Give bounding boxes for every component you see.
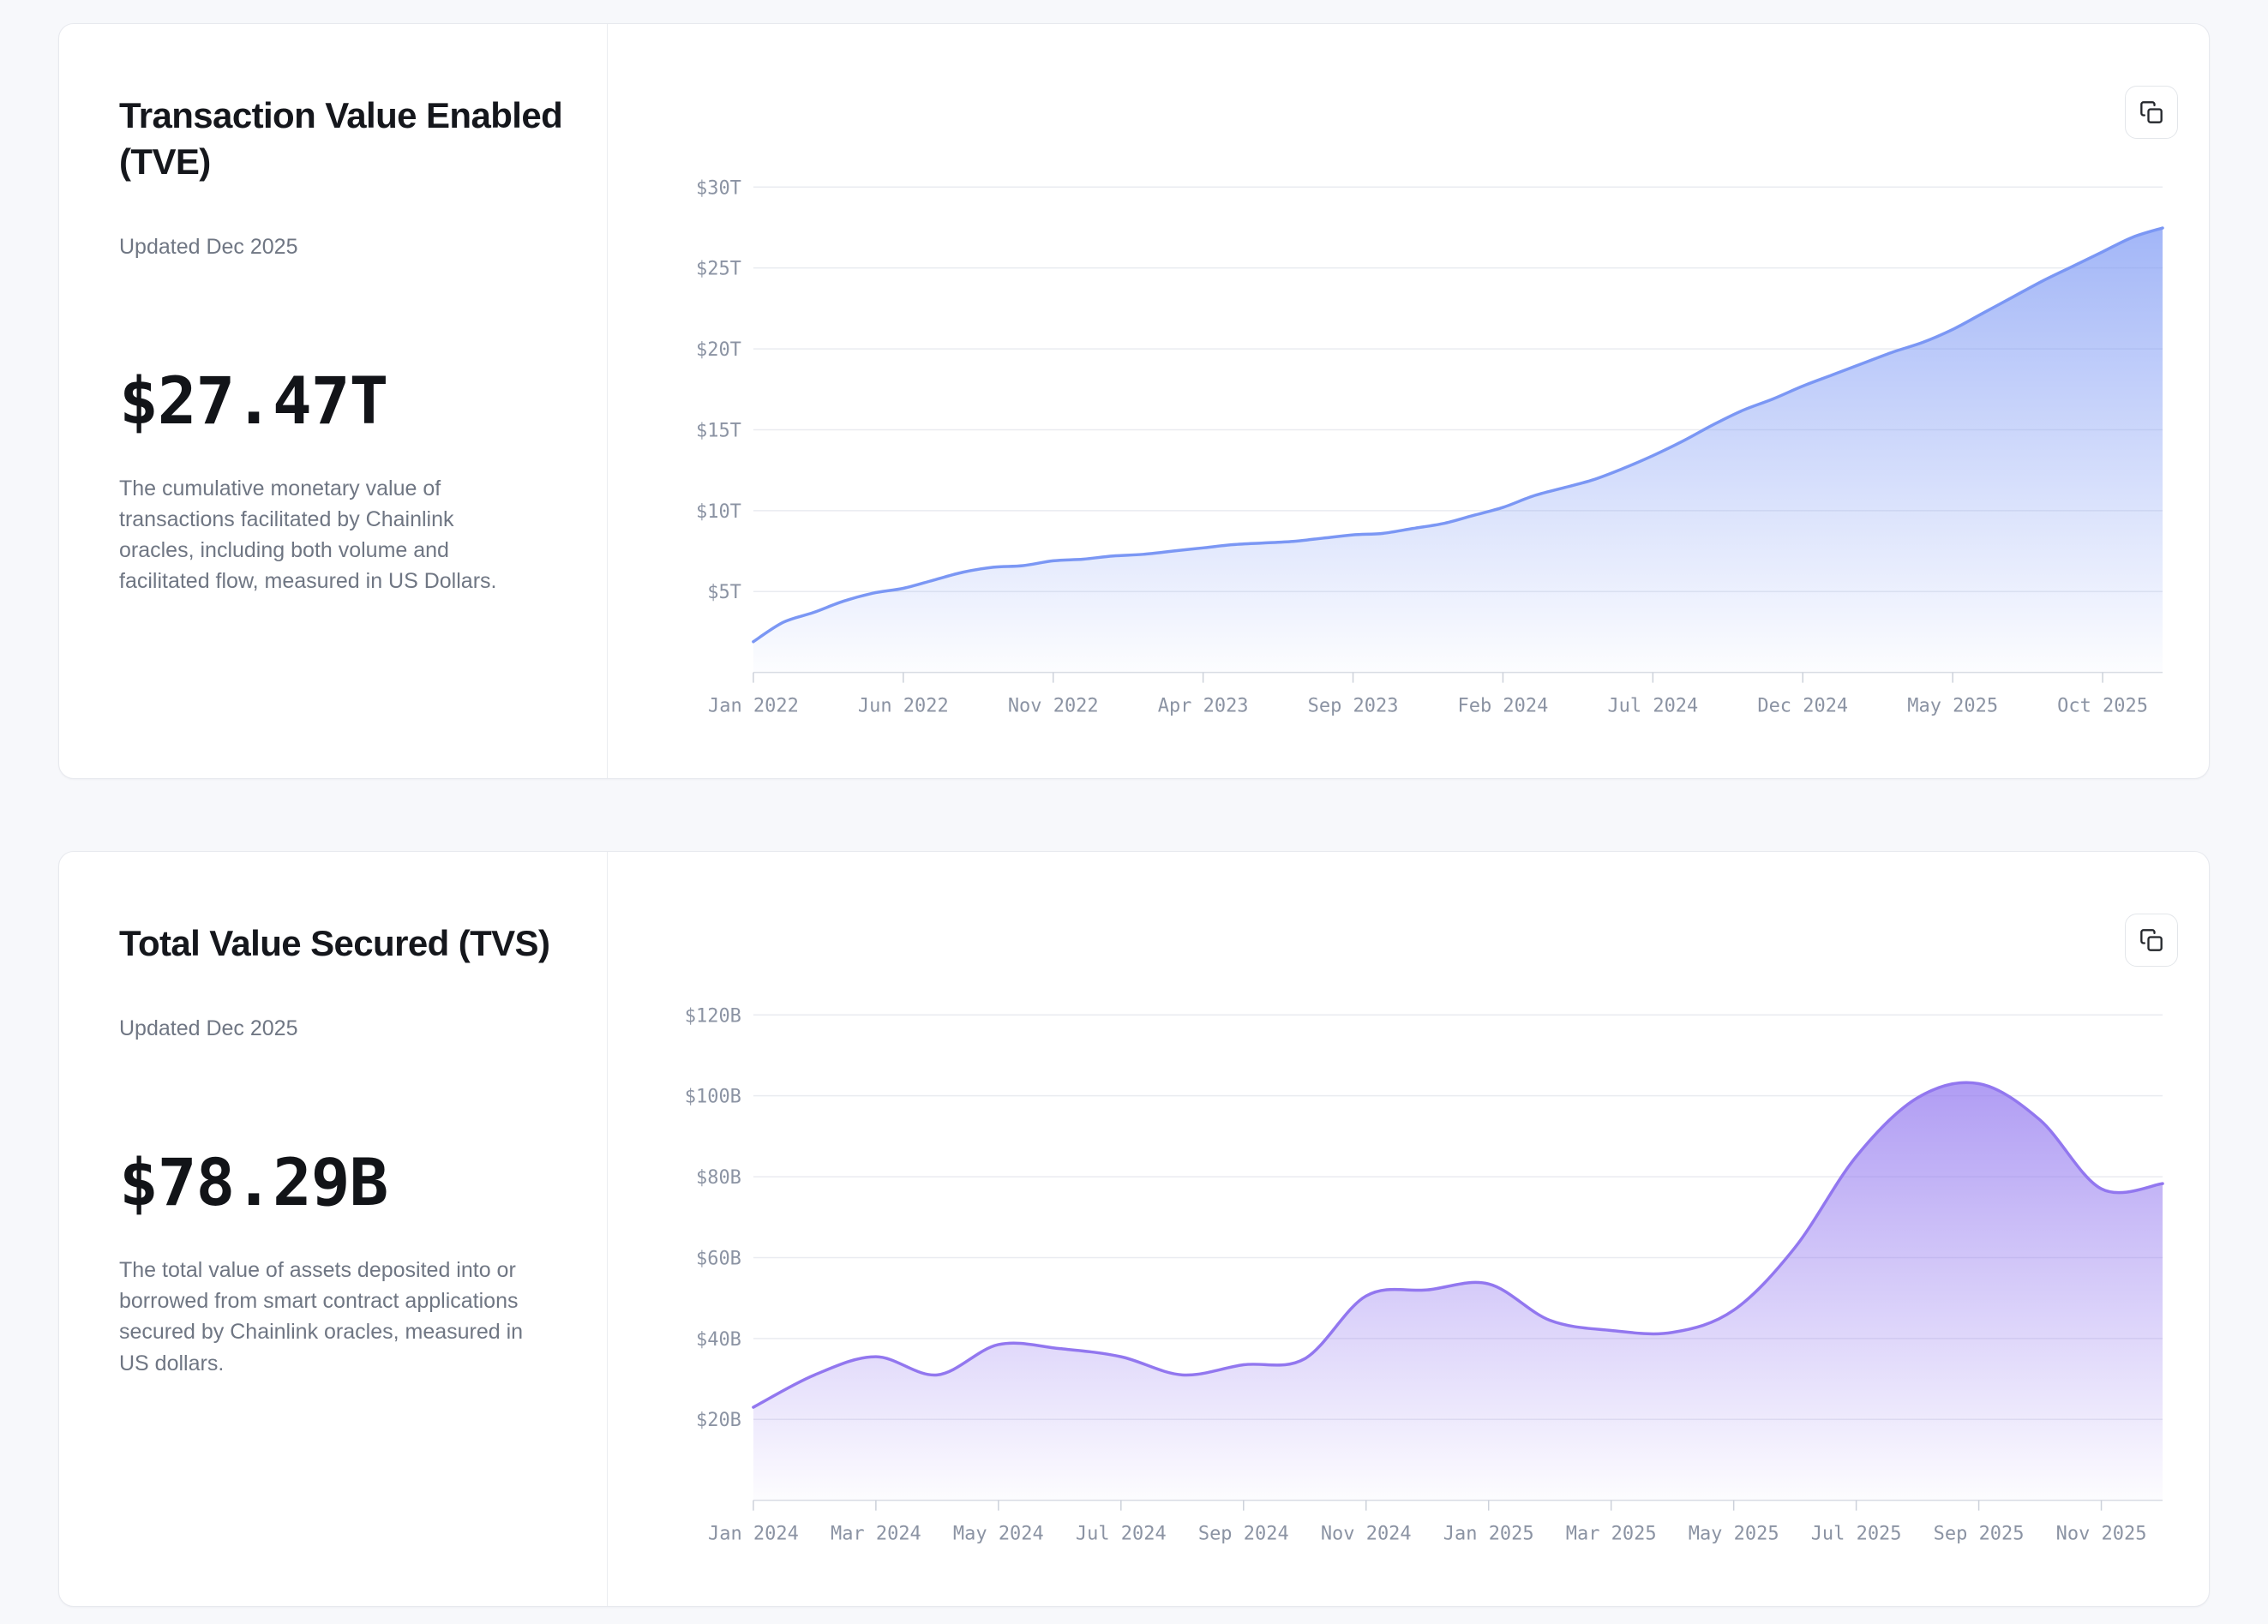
svg-text:$30T: $30T bbox=[696, 177, 741, 199]
tvs-updated-label: Updated Dec 2025 bbox=[119, 1016, 298, 1040]
tve-card: Transaction Value Enabled (TVE) Updated … bbox=[58, 23, 2210, 779]
svg-text:Jul 2024: Jul 2024 bbox=[1607, 696, 1698, 717]
svg-text:Feb 2024: Feb 2024 bbox=[1458, 696, 1549, 717]
svg-text:$20T: $20T bbox=[696, 339, 741, 361]
tve-metric-value: $27.47T bbox=[119, 362, 388, 439]
svg-text:$40B: $40B bbox=[696, 1329, 741, 1351]
tvs-metric-value: $78.29B bbox=[119, 1143, 388, 1220]
tve-updated-label: Updated Dec 2025 bbox=[119, 234, 298, 259]
svg-text:Jul 2024: Jul 2024 bbox=[1076, 1524, 1167, 1545]
tvs-card-title: Total Value Secured (TVS) bbox=[119, 923, 550, 963]
tve-card-title: Transaction Value Enabled (TVE) bbox=[119, 95, 563, 182]
svg-text:Sep 2023: Sep 2023 bbox=[1308, 696, 1399, 717]
svg-text:Mar 2025: Mar 2025 bbox=[1566, 1524, 1657, 1545]
svg-text:May 2024: May 2024 bbox=[953, 1524, 1044, 1545]
tvs-area-chart[interactable]: $20B $40B $60B $80B $100B $120B Jan 2024 Mar 20… bbox=[608, 931, 2209, 1565]
svg-text:Nov 2022: Nov 2022 bbox=[1008, 696, 1099, 717]
tve-chart-panel: $5T $10T $15T $20T $25T $30T Jan 2022 Jun 2022 N… bbox=[608, 24, 2209, 778]
svg-text:$120B: $120B bbox=[685, 1005, 741, 1027]
svg-text:$15T: $15T bbox=[696, 420, 741, 441]
svg-text:$60B: $60B bbox=[696, 1248, 741, 1269]
svg-text:$80B: $80B bbox=[696, 1167, 741, 1189]
svg-text:Nov 2025: Nov 2025 bbox=[2056, 1524, 2147, 1545]
svg-text:Oct 2025: Oct 2025 bbox=[2057, 696, 2148, 717]
tvs-card: Total Value Secured (TVS) Updated Dec 20… bbox=[58, 851, 2210, 1607]
svg-text:May 2025: May 2025 bbox=[1689, 1524, 1779, 1545]
tve-area-chart[interactable]: $5T $10T $15T $20T $25T $30T Jan 2022 Jun 2022 N… bbox=[608, 103, 2209, 737]
svg-text:$10T: $10T bbox=[696, 501, 741, 523]
svg-text:Apr 2023: Apr 2023 bbox=[1158, 696, 1249, 717]
svg-text:Jan 2025: Jan 2025 bbox=[1443, 1524, 1534, 1545]
svg-text:Jul 2025: Jul 2025 bbox=[1811, 1524, 1902, 1545]
tvs-summary-panel: Total Value Secured (TVS) Updated Dec 20… bbox=[59, 852, 608, 1606]
tvs-metric-description: The total value of assets deposited into… bbox=[119, 1257, 524, 1375]
svg-text:Jan 2022: Jan 2022 bbox=[708, 696, 799, 717]
svg-text:Nov 2024: Nov 2024 bbox=[1321, 1524, 1412, 1545]
svg-text:$25T: $25T bbox=[696, 259, 741, 280]
svg-text:Jan 2024: Jan 2024 bbox=[708, 1524, 799, 1545]
svg-text:$5T: $5T bbox=[707, 582, 741, 603]
svg-text:$20B: $20B bbox=[696, 1410, 741, 1431]
copy-icon bbox=[2140, 929, 2163, 951]
svg-text:May 2025: May 2025 bbox=[1907, 696, 1998, 717]
tve-copy-button[interactable] bbox=[2125, 86, 2178, 139]
tvs-chart-panel: $20B $40B $60B $80B $100B $120B Jan 2024 Mar 20… bbox=[608, 852, 2209, 1606]
svg-text:Mar 2024: Mar 2024 bbox=[831, 1524, 921, 1545]
svg-text:Dec 2024: Dec 2024 bbox=[1757, 696, 1848, 717]
tvs-copy-button[interactable] bbox=[2125, 914, 2178, 967]
svg-text:Jun 2022: Jun 2022 bbox=[858, 696, 949, 717]
copy-icon bbox=[2140, 101, 2163, 123]
tve-metric-description: The cumulative monetary value of transac… bbox=[119, 476, 497, 594]
svg-text:Sep 2024: Sep 2024 bbox=[1198, 1524, 1289, 1545]
svg-text:Sep 2025: Sep 2025 bbox=[1934, 1524, 2025, 1545]
svg-text:$100B: $100B bbox=[685, 1087, 741, 1108]
tve-summary-panel: Transaction Value Enabled (TVE) Updated … bbox=[59, 24, 608, 778]
